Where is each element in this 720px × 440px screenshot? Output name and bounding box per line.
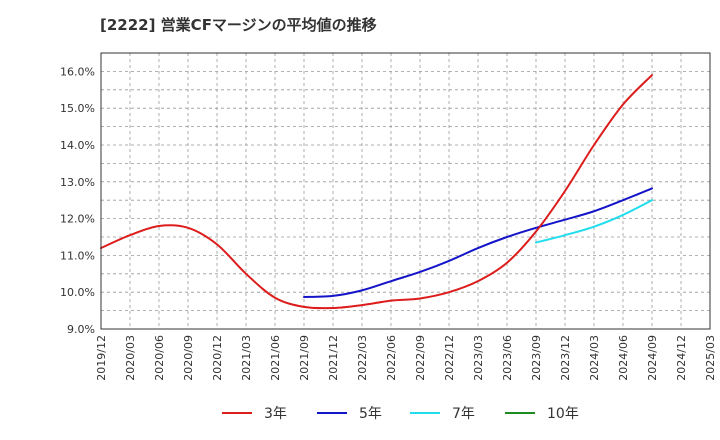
series-line: [303, 187, 653, 298]
x-tick-label: 2021/09: [298, 335, 311, 381]
x-tick-label: 2022/12: [443, 335, 456, 381]
x-tick-label: 2021/12: [327, 335, 340, 381]
series-line: [535, 199, 653, 244]
y-tick-label: 12.0%: [60, 213, 95, 226]
x-axis-ticks: 2019/12 2020/03 2020/06 2020/09 2020/12 2021/…: [95, 335, 717, 381]
x-tick-label: 2021/03: [240, 335, 253, 381]
x-tick-label: 2020/06: [153, 335, 166, 381]
x-tick-label: 2024/06: [617, 335, 630, 381]
x-tick-label: 2020/09: [182, 335, 195, 381]
x-tick-label: 2024/03: [588, 335, 601, 381]
y-tick-label: 9.0%: [67, 323, 95, 336]
chart-title: [2222] 営業CFマージンの平均値の推移: [100, 16, 377, 34]
y-tick-label: 13.0%: [60, 176, 95, 189]
legend-label: 7年: [452, 406, 475, 422]
x-tick-label: 2022/03: [356, 335, 369, 381]
x-tick-label: 2020/03: [124, 335, 137, 381]
series-lines: [100, 74, 653, 310]
x-tick-label: 2021/06: [269, 335, 282, 381]
x-tick-label: 2025/03: [704, 335, 717, 381]
y-tick-label: 16.0%: [60, 65, 95, 78]
x-tick-label: 2024/12: [675, 335, 688, 381]
y-tick-label: 14.0%: [60, 139, 95, 152]
x-tick-label: 2023/09: [530, 335, 543, 381]
plot-border: [100, 52, 711, 330]
x-tick-label: 2023/03: [472, 335, 485, 381]
legend-label: 10年: [547, 406, 579, 422]
series-line: [100, 74, 653, 310]
legend-label: 5年: [359, 406, 382, 422]
legend: 3年 5年 7年 10年: [222, 406, 579, 422]
y-tick-label: 15.0%: [60, 102, 95, 115]
legend-label: 3年: [264, 406, 287, 422]
y-tick-label: 10.0%: [60, 286, 95, 299]
x-tick-label: 2023/12: [559, 335, 572, 381]
x-tick-label: 2023/06: [501, 335, 514, 381]
grid: [101, 53, 710, 329]
x-tick-label: 2024/09: [646, 335, 659, 381]
plot-area: [101, 53, 710, 329]
x-tick-label: 2020/12: [211, 335, 224, 381]
x-tick-label: 2022/09: [414, 335, 427, 381]
y-axis-ticks: 9.0% 10.0% 11.0% 12.0% 13.0% 14.0% 15.0% 16.0%: [60, 65, 95, 336]
y-tick-label: 11.0%: [60, 249, 95, 262]
x-tick-label: 2022/06: [385, 335, 398, 381]
x-tick-label: 2019/12: [95, 335, 108, 381]
